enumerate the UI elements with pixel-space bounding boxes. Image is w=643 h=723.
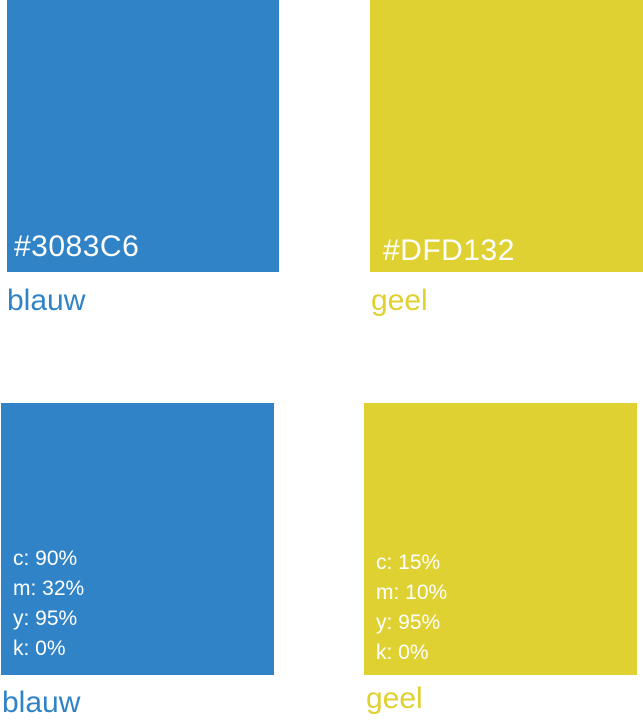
blue-hex-swatch: #3083C6: [7, 0, 279, 272]
yellow-cmyk-values: c: 15% m: 10% y: 95% k: 0%: [376, 548, 447, 668]
blue-cmyk-key: k: 0%: [13, 637, 66, 660]
yellow-cmyk-cyan: c: 15%: [376, 551, 441, 574]
yellow-cmyk-name-label: geel: [366, 682, 423, 715]
yellow-cmyk-magenta: m: 10%: [376, 581, 448, 604]
blue-cmyk-values: c: 90% m: 32% y: 95% k: 0%: [13, 544, 84, 664]
yellow-cmyk-swatch: c: 15% m: 10% y: 95% k: 0%: [364, 403, 637, 675]
blue-hex-code: #3083C6: [14, 230, 140, 263]
yellow-hex-swatch: #DFD132: [370, 0, 643, 272]
yellow-hex-name-label: geel: [371, 284, 428, 317]
blue-cmyk-name-label: blauw: [2, 686, 81, 719]
blue-cmyk-cyan: c: 90%: [13, 547, 78, 570]
yellow-cmyk-key: k: 0%: [376, 641, 429, 664]
yellow-cmyk-yellow: y: 95%: [376, 611, 441, 634]
blue-cmyk-magenta: m: 32%: [13, 577, 85, 600]
blue-hex-name-label: blauw: [7, 284, 86, 317]
blue-cmyk-swatch: c: 90% m: 32% y: 95% k: 0%: [1, 403, 274, 675]
yellow-hex-code: #DFD132: [383, 234, 515, 267]
blue-cmyk-yellow: y: 95%: [13, 607, 78, 630]
